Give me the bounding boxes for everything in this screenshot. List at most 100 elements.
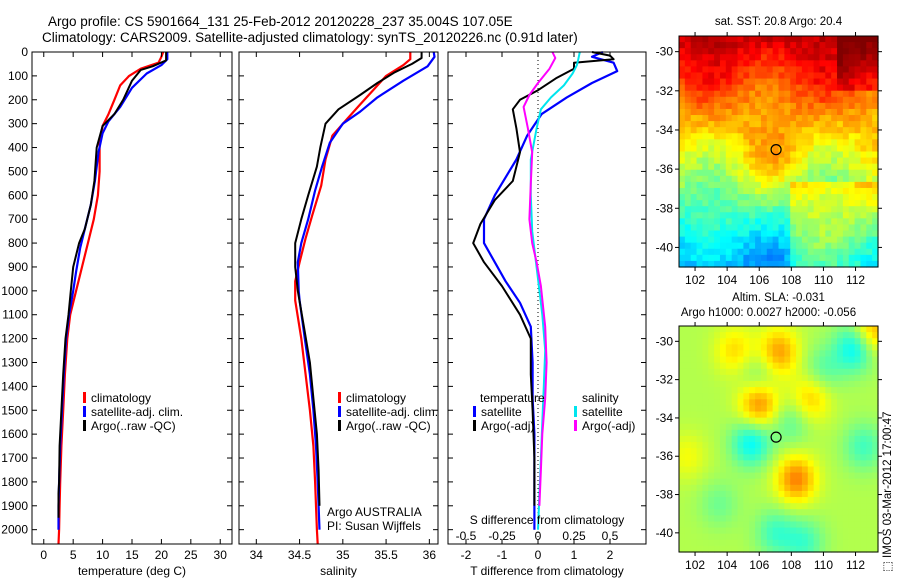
heatmap-cell [696,435,704,443]
heatmap-cell [831,374,838,382]
heatmap-cell [784,509,791,516]
heatmap-cell [749,503,756,510]
heatmap-cell [790,539,797,547]
heatmap-cell [696,181,704,189]
heatmap-cell [807,175,815,183]
heatmap-cell [714,539,721,547]
heatmap-cell [755,206,762,213]
heatmap-cell [837,133,844,140]
heatmap-cell [772,368,780,376]
heatmap-cell [766,102,774,110]
heatmap-cell [766,399,774,407]
heatmap-cell [854,181,862,189]
heatmap-cell [860,60,867,67]
heatmap-cell [725,145,733,153]
heatmap-cell [848,169,856,177]
salinity-panel: 34 34.5 35 35.5 36 salinity climatologysatel… [238,51,439,578]
heatmap-cell [679,387,686,394]
heatmap-cell [725,405,733,413]
heatmap-cell [731,472,739,480]
legend-label: Argo(-adj) [582,419,635,433]
heatmap-cell [872,127,879,134]
heatmap-cell [866,368,873,376]
heatmap-cell [708,466,715,474]
heatmap-cell [813,429,821,437]
heatmap-cell [684,175,692,183]
heatmap-cell [749,527,756,535]
heatmap-cell [760,115,768,122]
heatmap-cell [737,362,744,370]
heatmap-cell [819,157,826,165]
heatmap-cell [708,497,715,504]
heatmap-cell [755,121,762,128]
heatmap-cell [690,332,698,339]
heatmap-cell [737,509,744,516]
heatmap-cell [749,151,756,159]
heatmap-cell [819,84,826,92]
program-annotation: Argo AUSTRALIA [327,505,422,519]
heatmap-cell [743,527,750,535]
heatmap-cell [766,157,774,165]
heatmap-cell [719,254,727,262]
heatmap-cell [684,338,692,345]
heatmap-cell [848,248,856,256]
heatmap-cell [737,350,744,358]
heatmap-cell [749,417,756,425]
heatmap-cell [784,66,791,74]
heatmap-cell [766,218,774,226]
heatmap-cell [702,545,709,553]
heatmap-cell [866,484,873,492]
heatmap-cell [737,224,744,232]
heatmap-cell [737,115,744,122]
heatmap-cell [807,230,815,238]
heatmap-cell [731,42,739,49]
heatmap-cell [813,417,821,425]
heatmap-cell [801,539,809,547]
heatmap-cell [784,411,791,419]
heatmap-cell [819,344,826,352]
heatmap-cell [749,405,756,413]
heatmap-cell [819,200,826,207]
heatmap-cell [819,218,826,226]
heatmap-cell [737,169,744,177]
heatmap-cell [778,393,785,400]
heatmap-cell [731,423,739,431]
heatmap-cell [872,194,879,201]
heatmap-cell [760,411,768,419]
heatmap-cell [731,163,739,171]
heatmap-cell [743,133,750,140]
heatmap-cell [760,42,768,49]
heatmap-cell [784,212,791,219]
heatmap-cell [679,454,686,461]
heatmap-cell [848,127,856,134]
heatmap-cell [725,460,733,468]
difference-lines [472,50,619,530]
heatmap-cell [848,442,856,449]
heatmap-cell [854,332,862,339]
heatmap-cell [819,169,826,177]
heatmap-cell [866,72,873,80]
heatmap-cell [772,417,780,425]
heatmap-cell [743,368,750,376]
heatmap-cell [690,151,698,159]
heatmap-cell [679,356,686,364]
heatmap-cell [854,54,862,61]
heatmap-cell [813,200,821,207]
heatmap-cell [825,393,832,400]
heatmap-cell [743,545,750,553]
heatmap-cell [708,460,715,468]
heatmap-cell [831,78,838,86]
x-tick-label: 10 [96,548,110,562]
heatmap-cell [801,435,809,443]
heatmap-cell [725,454,733,461]
heatmap-cell [714,460,721,468]
heatmap-cell [796,374,803,382]
heatmap-cell [831,387,838,394]
heatmap-cell [749,260,756,268]
heatmap-cell [848,509,856,516]
heatmap-cell [749,466,756,474]
heatmap-cell [737,254,744,262]
heatmap-cell [755,96,762,104]
y-tick-label: 1300 [1,355,28,369]
heatmap-cell [714,200,721,207]
